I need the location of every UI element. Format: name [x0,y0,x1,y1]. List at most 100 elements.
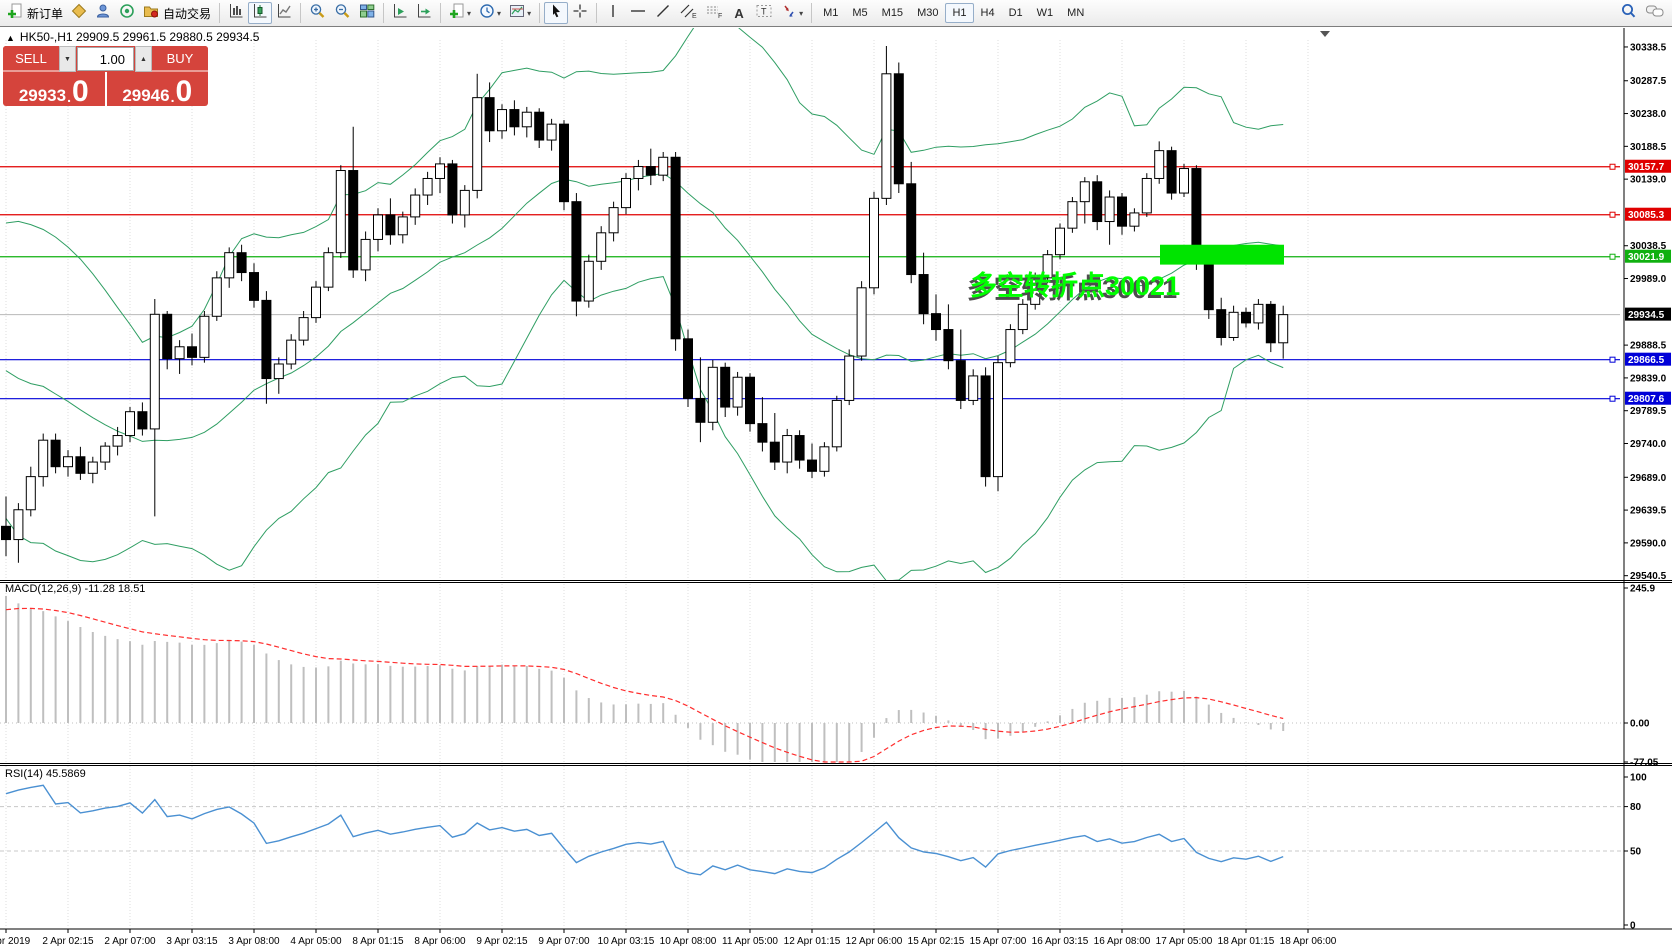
svg-text:8 Apr 01:15: 8 Apr 01:15 [352,936,404,947]
equidistant-channel-button[interactable]: E [675,2,701,24]
market-watch-icon [71,3,87,24]
chart-shift-button[interactable] [412,2,436,24]
timeframe-w1-button[interactable]: W1 [1036,7,1054,19]
toolbar-separator [300,3,302,23]
svg-text:3 Apr 08:00: 3 Apr 08:00 [228,936,280,947]
svg-text:2 Apr 07:00: 2 Apr 07:00 [104,936,156,947]
zoom-out-button[interactable] [330,2,355,24]
volume-input[interactable] [78,48,133,70]
svg-text:-77.05: -77.05 [1630,758,1659,769]
autotrading-label: 自动交易 [163,6,212,21]
market-watch-button[interactable] [67,2,91,24]
periods-button[interactable]: ▾ [475,2,505,24]
svg-text:T: T [761,6,767,16]
chart-canvas[interactable]: 1 Apr 2019 2 Apr 02:15 2 Apr 07:00 3 Apr 03… [0,28,1672,951]
svg-text:29839.0: 29839.0 [1630,373,1667,384]
svg-text:1 Apr 2019: 1 Apr 2019 [0,936,31,947]
chart-shift-icon [416,3,432,24]
line-chart-button[interactable] [272,2,296,24]
timeframe-m1-button[interactable]: M1 [823,7,839,19]
buy-price[interactable]: 29946 . 0 [104,72,209,106]
collapse-panel-arrow-icon[interactable]: ▲ [6,33,15,43]
timeframe-h4-button[interactable]: H4 [980,7,995,19]
svg-text:29740.0: 29740.0 [1630,439,1667,450]
trendline-button[interactable] [651,2,675,24]
text-button[interactable]: A [727,2,751,24]
crosshair-button[interactable] [568,2,592,24]
macd-indicator-label: MACD(12,26,9) -11.28 18.51 [5,583,146,595]
buy-price-dot: . [170,89,175,105]
rsi-indicator-label: RSI(14) 45.5869 [5,768,86,780]
arrows-button[interactable]: ▾ [777,2,807,24]
svg-text:29888.5: 29888.5 [1630,341,1667,352]
crosshair-icon [572,3,588,24]
svg-text:8 Apr 06:00: 8 Apr 06:00 [414,936,466,947]
volume-increase-button[interactable]: ▲ [135,46,152,72]
timeframe-m30-button[interactable]: M30 [917,7,939,19]
svg-text:16 Apr 08:00: 16 Apr 08:00 [1094,936,1151,947]
data-window-button[interactable] [91,2,115,24]
timeframe-d1-button[interactable]: D1 [1008,7,1023,19]
svg-text:15 Apr 02:15: 15 Apr 02:15 [908,936,965,947]
vertical-line-icon [606,3,620,24]
svg-text:30287.5: 30287.5 [1630,76,1667,87]
svg-text:30085.3: 30085.3 [1628,210,1665,221]
templates-button[interactable]: ▾ [505,2,535,24]
chevron-down-icon: ▾ [467,8,472,18]
timeframe-mn-button[interactable]: MN [1067,7,1085,19]
svg-text:29807.6: 29807.6 [1628,394,1665,405]
search-icon [1620,3,1637,24]
auto-scroll-button[interactable] [388,2,412,24]
svg-text:16 Apr 03:15: 16 Apr 03:15 [1032,936,1089,947]
search-button[interactable] [1616,2,1641,24]
sell-price-main: 29933 [18,86,67,105]
svg-text:3 Apr 03:15: 3 Apr 03:15 [166,936,218,947]
new-order-icon [7,3,23,24]
fibonacci-icon: F [705,3,723,24]
volume-decrease-button[interactable]: ▼ [59,46,76,72]
sell-button[interactable]: SELL [3,46,59,72]
chevron-down-icon: ▾ [497,8,502,18]
indicators-icon [449,3,465,24]
fibonacci-button[interactable]: F [701,2,727,24]
arrows-icon [781,3,797,24]
chat-button[interactable] [1641,2,1669,24]
indicators-button[interactable]: ▾ [445,2,475,24]
cursor-button[interactable] [544,2,569,24]
toolbar-separator [539,3,541,23]
svg-text:15 Apr 07:00: 15 Apr 07:00 [970,936,1027,947]
candlestick-chart-button[interactable] [248,2,273,24]
vertical-line-button[interactable] [601,2,625,24]
bar-chart-button[interactable] [224,2,248,24]
svg-text:0.00: 0.00 [1630,719,1650,730]
svg-text:29989.0: 29989.0 [1630,274,1667,285]
svg-text:30188.5: 30188.5 [1630,142,1667,153]
toolbar-separator [440,3,442,23]
timeframe-m15-button[interactable]: M15 [881,7,904,19]
svg-text:29689.0: 29689.0 [1630,473,1667,484]
svg-text:18 Apr 01:15: 18 Apr 01:15 [1218,936,1275,947]
svg-text:17 Apr 05:00: 17 Apr 05:00 [1156,936,1213,947]
timeframe-m5-button[interactable]: M5 [852,7,868,19]
new-order-button[interactable]: 新订单 [3,2,67,24]
horizontal-line-icon [629,3,647,24]
svg-text:29540.5: 29540.5 [1630,571,1667,582]
buy-button[interactable]: BUY [152,46,208,72]
autotrading-button[interactable]: 自动交易 [139,2,215,24]
svg-text:30139.0: 30139.0 [1630,175,1667,186]
sell-price[interactable]: 29933 . 0 [3,72,105,106]
chevron-down-icon: ▾ [527,8,532,18]
svg-text:29590.0: 29590.0 [1630,538,1667,549]
svg-text:9 Apr 07:00: 9 Apr 07:00 [538,936,590,947]
svg-text:12 Apr 01:15: 12 Apr 01:15 [784,936,841,947]
svg-text:29866.5: 29866.5 [1628,355,1665,366]
chart-title: ▲ HK50-,H1 29909.5 29961.5 29880.5 29934.… [6,30,259,44]
zoom-in-button[interactable] [305,2,330,24]
text-label-button[interactable]: T [751,2,777,24]
svg-text:100: 100 [1630,773,1647,784]
tile-windows-button[interactable] [355,2,379,24]
timeframe-h1-button[interactable]: H1 [945,3,974,23]
buy-price-main: 29946 [122,86,170,105]
signals-button[interactable] [115,2,139,24]
horizontal-line-button[interactable] [625,2,651,24]
